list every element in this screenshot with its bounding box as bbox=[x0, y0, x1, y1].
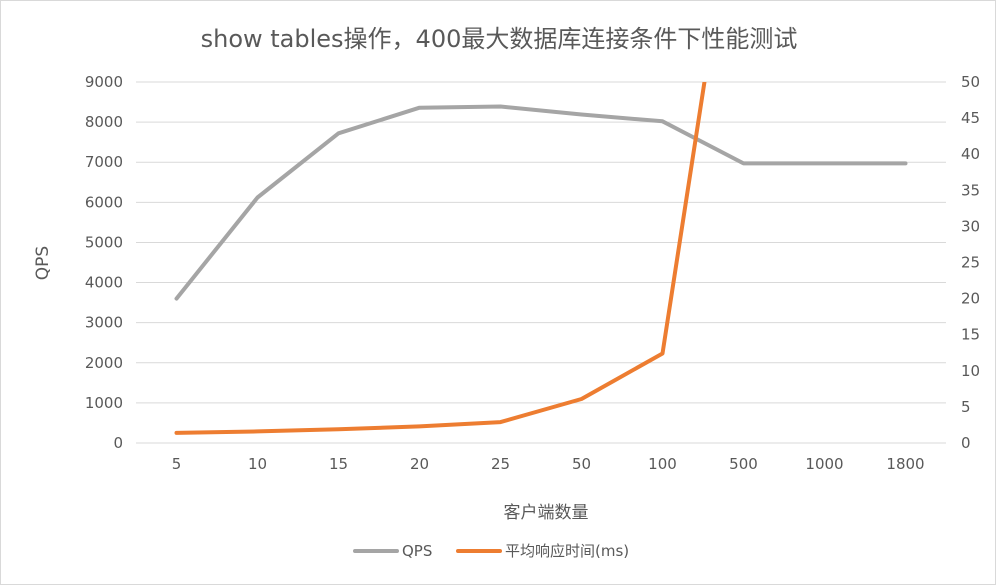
y2-tick-label: 15 bbox=[961, 326, 980, 344]
x-tick-label: 10 bbox=[248, 455, 267, 473]
x-tick-label: 100 bbox=[648, 455, 677, 473]
chart-title: show tables操作，400最大数据库连接条件下性能测试 bbox=[201, 25, 798, 53]
y-tick-label: 5000 bbox=[85, 233, 123, 251]
y2-tick-label: 40 bbox=[961, 145, 980, 163]
x-tick-label: 15 bbox=[329, 455, 348, 473]
y-tick-label: 8000 bbox=[85, 113, 123, 131]
x-tick-label: 1800 bbox=[886, 455, 924, 473]
legend[interactable]: QPS 平均响应时间(ms) bbox=[353, 542, 629, 560]
left-axis-ticks: 0 1000 2000 3000 4000 5000 6000 7000 8000 9000 bbox=[85, 73, 123, 452]
y-tick-label: 2000 bbox=[85, 354, 123, 372]
y2-tick-label: 5 bbox=[961, 398, 971, 416]
y2-tick-label: 45 bbox=[961, 109, 980, 127]
legend-label-qps: QPS bbox=[402, 542, 432, 560]
x-axis-label: 客户端数量 bbox=[504, 503, 589, 523]
gridlines bbox=[136, 81, 946, 444]
y-tick-label: 3000 bbox=[85, 314, 123, 332]
x-tick-label: 1000 bbox=[805, 455, 843, 473]
legend-label-response-time: 平均响应时间(ms) bbox=[505, 542, 629, 560]
y-tick-label: 1000 bbox=[85, 394, 123, 412]
y-tick-label: 4000 bbox=[85, 274, 123, 292]
legend-item-qps[interactable]: QPS bbox=[353, 542, 432, 560]
y2-tick-label: 50 bbox=[961, 73, 980, 91]
legend-item-response-time[interactable]: 平均响应时间(ms) bbox=[456, 542, 629, 560]
y-tick-label: 6000 bbox=[85, 193, 123, 211]
y2-tick-label: 35 bbox=[961, 181, 980, 199]
x-tick-label: 20 bbox=[410, 455, 429, 473]
right-axis-ticks: 0 5 10 15 20 25 30 35 40 45 50 bbox=[961, 73, 980, 452]
y2-tick-label: 10 bbox=[961, 362, 980, 380]
x-tick-label: 25 bbox=[491, 455, 510, 473]
y2-tick-label: 25 bbox=[961, 254, 980, 272]
y2-tick-label: 0 bbox=[961, 434, 971, 452]
y2-tick-label: 30 bbox=[961, 217, 980, 235]
y-tick-label: 0 bbox=[113, 434, 123, 452]
x-tick-label: 50 bbox=[572, 455, 591, 473]
y2-tick-label: 20 bbox=[961, 290, 980, 308]
y-tick-label: 9000 bbox=[85, 73, 123, 91]
series-line-qps bbox=[174, 104, 908, 301]
x-tick-label: 500 bbox=[729, 455, 758, 473]
x-tick-label: 5 bbox=[172, 455, 182, 473]
y-tick-label: 7000 bbox=[85, 153, 123, 171]
x-axis-ticks: 5 10 15 20 25 50 100 500 1000 1800 bbox=[172, 455, 925, 473]
series-lines bbox=[174, 82, 908, 435]
series-line-response-time bbox=[174, 82, 707, 435]
y-axis-label: QPS bbox=[33, 246, 53, 280]
